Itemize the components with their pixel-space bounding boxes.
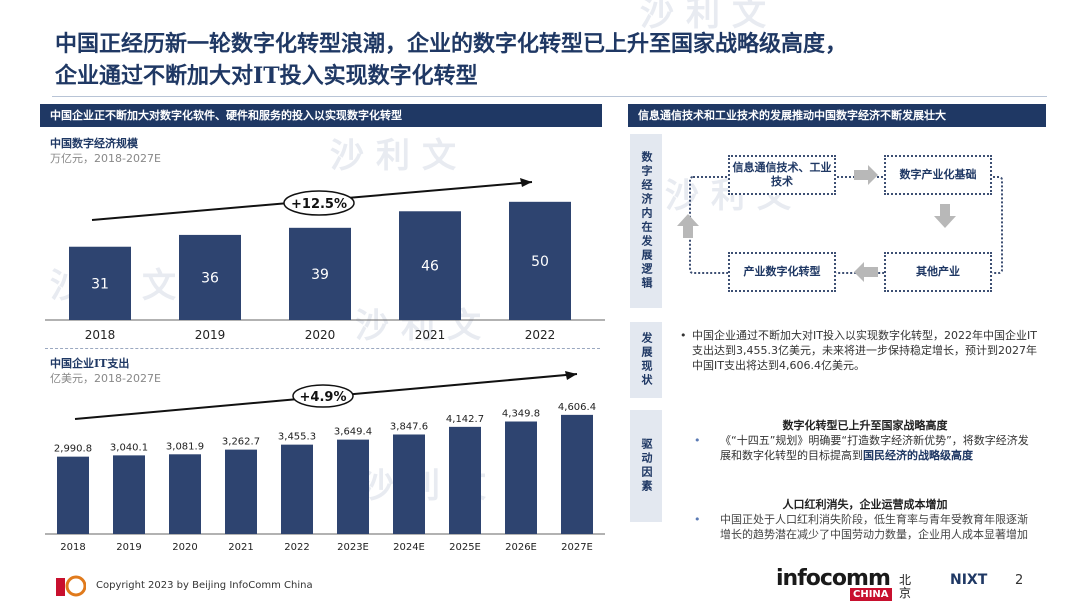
left-panel-header: 中国企业正不断加大对数字化软件、硬件和服务的投入以实现数字化转型 <box>40 104 602 127</box>
chart2-arrowhead <box>565 371 577 380</box>
bar-2021 <box>399 211 461 320</box>
driver2-bullet: • 中国正处于人口红利消失阶段，低生育率与青年受教育年限逐渐增长的趋势潜在减少了… <box>694 512 1038 542</box>
bar-value-label: 3,455.3 <box>278 432 316 443</box>
right-panel-header: 信息通信技术和工业技术的发展推动中国数字经济不断发展壮大 <box>628 104 1046 127</box>
infocomm-china-badge: CHINA <box>850 588 892 601</box>
chart1-unit: 万亿元，2018-2027E <box>50 152 161 165</box>
bar-value-label: 3,040.1 <box>110 442 148 453</box>
flow-box-digital-industrialization: 数字产业化基础 <box>884 155 992 195</box>
x-tick-label: 2026E <box>505 542 537 553</box>
bar-value-label: 4,349.8 <box>502 409 540 420</box>
x-tick-label: 2019 <box>116 542 141 553</box>
driver2-heading: 人口红利消失，企业运营成本增加 <box>782 498 948 511</box>
flow-arrows <box>677 165 956 282</box>
bar-2027E <box>561 414 593 534</box>
infocomm-logo: infocomm <box>776 566 891 591</box>
arrow-right-icon <box>854 165 878 185</box>
x-tick-label: 2020 <box>305 328 336 342</box>
flow-box-industrial-digitalization: 产业数字化转型 <box>728 252 836 292</box>
chart2-cagr-badge <box>292 384 354 408</box>
chart-divider <box>45 348 600 349</box>
bar-2025E <box>449 426 481 534</box>
x-tick-label: 2022 <box>525 328 556 342</box>
x-tick-label: 2025E <box>449 542 481 553</box>
flow-box-ict: 信息通信技术、工业技术 <box>728 155 836 195</box>
digital-economy-chart: 31 2018 36 2019 39 2020 46 2021 50 2022 +12.5% <box>45 178 605 342</box>
x-tick-label: 2018 <box>60 542 85 553</box>
title-divider <box>52 96 1047 97</box>
copyright-text: Copyright 2023 by Beijing InfoComm China <box>96 580 313 591</box>
driver1-emphasis: 国民经济的战略级高度 <box>863 449 973 462</box>
driver2-text: 中国正处于人口红利消失阶段，低生育率与青年受教育年限逐渐增长的趋势潜在减少了中国… <box>720 513 1028 541</box>
x-tick-label: 2027E <box>561 542 593 553</box>
bar-value-label: 2,990.8 <box>54 444 92 455</box>
bar-2022 <box>509 201 571 320</box>
x-tick-label: 2021 <box>415 328 446 342</box>
chart1-cagr-badge <box>283 190 355 216</box>
driver1-bullet: • 《“十四五”规划》明确要“打造数字经济新优势”，将数字经济发展和数字化转型的… <box>694 433 1038 463</box>
status-text: 中国企业通过不断加大对IT投入以实现数字化转型，2022年中国企业IT支出达到3… <box>692 329 1037 372</box>
bar-2019 <box>179 234 241 320</box>
page-title-line2: 企业通过不断加大对IT投入实现数字化转型 <box>55 63 478 89</box>
bar-value-label: 50 <box>531 254 549 270</box>
bar-2021 <box>225 449 257 534</box>
bar-value-label: 31 <box>91 276 109 292</box>
bar-value-label: 3,847.6 <box>390 421 428 432</box>
bullet-icon: • <box>680 329 687 342</box>
chart2-unit: 亿美元，2018-2027E <box>50 372 161 385</box>
it-spending-chart: 2,990.8 2018 3,040.1 2019 3,081.9 2020 3,262.7… <box>45 371 605 553</box>
chart2-cagr-label: +4.9% <box>300 390 347 405</box>
driver1-text: 《“十四五”规划》明确要“打造数字经济新优势”，将数字经济发展和数字化转型的目标… <box>720 434 1029 462</box>
chart2-title: 中国企业IT支出 <box>50 357 130 370</box>
bar-value-label: 4,142.7 <box>446 414 484 425</box>
status-tag: 发展现状 <box>630 322 662 398</box>
driver1-heading: 数字化转型已上升至国家战略高度 <box>782 419 948 432</box>
chart1-cagr-label: +12.5% <box>291 197 347 212</box>
drivers-tag: 驱动因素 <box>630 410 662 522</box>
bar-value-label: 36 <box>201 270 219 286</box>
chart1-title: 中国数字经济规模 <box>50 137 138 150</box>
arrow-left-icon <box>854 262 878 282</box>
bar-2020 <box>289 227 351 320</box>
page-number: 2 <box>1015 573 1024 588</box>
x-tick-label: 2024E <box>393 542 425 553</box>
arrow-down-icon <box>934 204 956 228</box>
bar-2018 <box>69 246 131 320</box>
bar-2024E <box>393 434 425 534</box>
x-tick-label: 2018 <box>85 328 116 342</box>
page-title-line1: 中国正经历新一轮数字化转型浪潮，企业的数字化转型已上升至国家战略级高度， <box>55 31 848 57</box>
x-tick-label: 2020 <box>172 542 197 553</box>
bar-2018 <box>57 456 89 534</box>
beijing-infocomm-logo-icon <box>56 575 86 597</box>
bullet-icon: • <box>694 513 701 526</box>
bar-value-label: 3,262.7 <box>222 437 260 448</box>
bullet-icon: • <box>694 434 701 447</box>
status-bullet: • 中国企业通过不断加大对IT投入以实现数字化转型，2022年中国企业IT支出达… <box>680 328 1037 373</box>
bar-2019 <box>113 455 145 534</box>
bar-2020 <box>169 454 201 534</box>
bar-value-label: 46 <box>421 259 439 275</box>
logic-tag: 数字经济内在发展逻辑 <box>630 134 662 308</box>
chart1-arrowhead <box>520 178 532 187</box>
x-tick-label: 2023E <box>337 542 369 553</box>
bar-2023E <box>337 439 369 534</box>
bar-value-label: 39 <box>311 267 329 283</box>
x-tick-label: 2021 <box>228 542 253 553</box>
arrow-up-icon <box>677 214 699 238</box>
nixt-logo: NIXT <box>950 572 988 588</box>
bar-2022 <box>281 444 313 534</box>
x-tick-label: 2022 <box>284 542 309 553</box>
infocomm-beijing-text: 北京 <box>899 573 912 600</box>
x-tick-label: 2019 <box>195 328 226 342</box>
bar-value-label: 4,606.4 <box>558 402 596 413</box>
bar-value-label: 3,649.4 <box>334 427 372 438</box>
bar-value-label: 3,081.9 <box>166 441 204 452</box>
flow-box-other-industries: 其他产业 <box>884 252 992 292</box>
page-title: 中国正经历新一轮数字化转型浪潮，企业的数字化转型已上升至国家战略级高度， 企业通… <box>55 28 1045 92</box>
bar-2026E <box>505 421 537 534</box>
